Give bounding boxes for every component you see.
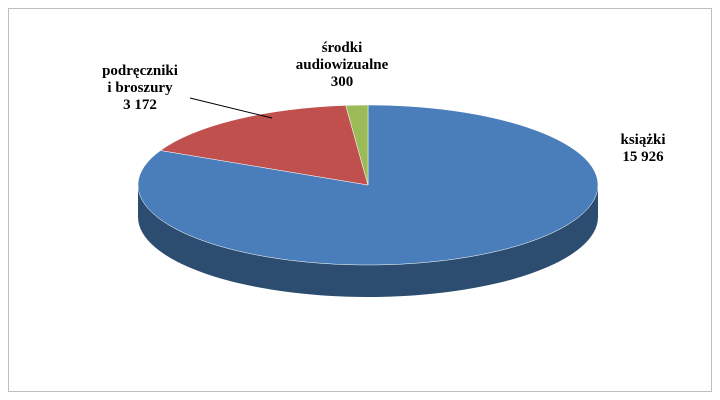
slice-label: podręczniki i broszury 3 172 — [102, 63, 178, 114]
label-value: 3 172 — [123, 97, 157, 113]
label-value: 15 926 — [622, 149, 664, 165]
leader-line — [189, 97, 273, 119]
label-name: podręczniki i broszury — [102, 63, 178, 96]
slice — [345, 104, 369, 186]
slice-side — [138, 185, 598, 297]
slice-label: książki 15 926 — [620, 132, 665, 166]
slice — [137, 104, 599, 266]
pie — [137, 104, 599, 297]
label-value: 300 — [330, 74, 354, 90]
label-name: książki — [620, 132, 666, 148]
label-name: środki audiowizualne — [295, 40, 389, 73]
slice-label: środki audiowizualne 300 — [296, 40, 389, 91]
slice — [159, 105, 369, 186]
